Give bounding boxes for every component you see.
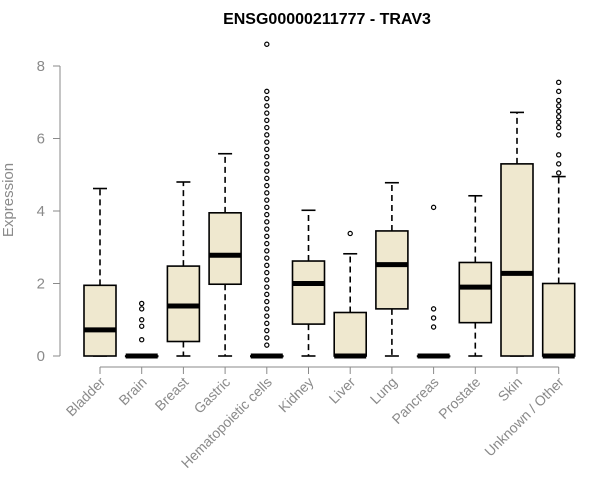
outlier-point xyxy=(264,284,270,290)
y-tick-label: 0 xyxy=(37,348,45,365)
outlier-point xyxy=(264,132,270,138)
box-group xyxy=(333,230,368,359)
box-group xyxy=(541,79,576,359)
outlier-point xyxy=(430,306,437,312)
outlier-point xyxy=(264,161,270,167)
outlier-point xyxy=(347,230,353,237)
outlier-point xyxy=(556,97,562,104)
plot-area xyxy=(83,41,576,359)
box-group xyxy=(416,204,451,359)
outlier-point xyxy=(264,110,270,116)
outlier-point xyxy=(556,132,562,138)
x-tick-label: Liver xyxy=(326,374,359,407)
outlier-point xyxy=(138,323,145,329)
box-group xyxy=(83,187,117,357)
box-iqr xyxy=(291,260,326,325)
outlier-point xyxy=(264,219,270,225)
chart-title: ENSG00000211777 - TRAV3 xyxy=(223,11,431,28)
outlier-point xyxy=(556,152,562,158)
outlier-point xyxy=(264,269,270,276)
outlier-point xyxy=(264,41,270,47)
outlier-point xyxy=(264,124,270,131)
outlier-point xyxy=(264,103,270,109)
box-group xyxy=(250,41,284,359)
y-tick-label: 2 xyxy=(37,276,45,293)
box-group xyxy=(291,209,326,357)
x-tick-label: Unknown / Other xyxy=(481,374,567,460)
outlier-point xyxy=(264,88,270,95)
x-tick-label: Kidney xyxy=(275,374,317,416)
outlier-point xyxy=(556,88,562,95)
outlier-point xyxy=(264,146,270,153)
outlier-point xyxy=(264,248,270,254)
box-group xyxy=(458,194,493,357)
box-group xyxy=(208,152,242,357)
box-iqr xyxy=(208,212,242,286)
box-group xyxy=(124,300,159,359)
box-iqr xyxy=(333,311,368,357)
outlier-point xyxy=(264,291,270,298)
outlier-point xyxy=(264,211,270,218)
outlier-point xyxy=(264,95,270,102)
outlier-point xyxy=(556,103,562,109)
y-tick-label: 6 xyxy=(37,131,45,148)
x-tick-label: Prostate xyxy=(435,374,483,422)
outlier-point xyxy=(264,182,270,189)
outlier-point xyxy=(138,306,145,312)
outlier-point xyxy=(264,313,270,319)
box-group xyxy=(166,181,201,357)
outlier-point xyxy=(264,175,270,182)
outlier-point xyxy=(264,262,270,269)
outlier-point xyxy=(556,170,562,176)
outlier-point xyxy=(264,335,270,341)
outlier-point xyxy=(430,204,437,211)
outlier-point xyxy=(264,153,270,160)
outlier-point xyxy=(264,204,270,211)
outlier-point xyxy=(556,124,562,131)
outlier-point xyxy=(138,300,145,307)
outlier-point xyxy=(264,298,270,305)
box-iqr xyxy=(500,163,534,357)
outlier-point xyxy=(556,119,562,125)
x-tick-label: Lung xyxy=(367,374,400,407)
outlier-point xyxy=(264,240,270,247)
outlier-point xyxy=(264,226,270,232)
outlier-point xyxy=(264,327,270,334)
x-tick-label: Skin xyxy=(495,374,526,405)
outlier-point xyxy=(430,315,437,321)
y-axis-label: Expression xyxy=(0,163,17,237)
outlier-point xyxy=(264,168,270,174)
outlier-point xyxy=(264,197,270,203)
outlier-point xyxy=(264,233,270,240)
y-tick-label: 4 xyxy=(37,203,45,220)
box-group xyxy=(500,111,534,357)
outlier-point xyxy=(556,114,562,120)
y-tick-label: 8 xyxy=(37,58,45,75)
x-tick-label: Brain xyxy=(115,374,149,408)
x-tick-label: Breast xyxy=(152,374,192,414)
outlier-point xyxy=(556,79,562,86)
box-iqr xyxy=(375,230,409,310)
outlier-point xyxy=(264,255,270,261)
outlier-point xyxy=(264,117,270,124)
box-iqr xyxy=(83,284,117,357)
box-group xyxy=(375,181,409,357)
outlier-point xyxy=(264,320,270,327)
box-iqr xyxy=(541,282,576,357)
outlier-point xyxy=(138,336,145,343)
box-iqr xyxy=(458,261,493,324)
outlier-point xyxy=(264,139,270,145)
outlier-point xyxy=(138,317,145,323)
outlier-point xyxy=(556,161,562,167)
outlier-point xyxy=(264,277,270,283)
outlier-point xyxy=(264,306,270,312)
outlier-point xyxy=(556,108,562,115)
outlier-point xyxy=(430,324,437,330)
outlier-point xyxy=(264,342,270,348)
x-tick-label: Bladder xyxy=(63,374,109,420)
outlier-point xyxy=(264,190,270,196)
